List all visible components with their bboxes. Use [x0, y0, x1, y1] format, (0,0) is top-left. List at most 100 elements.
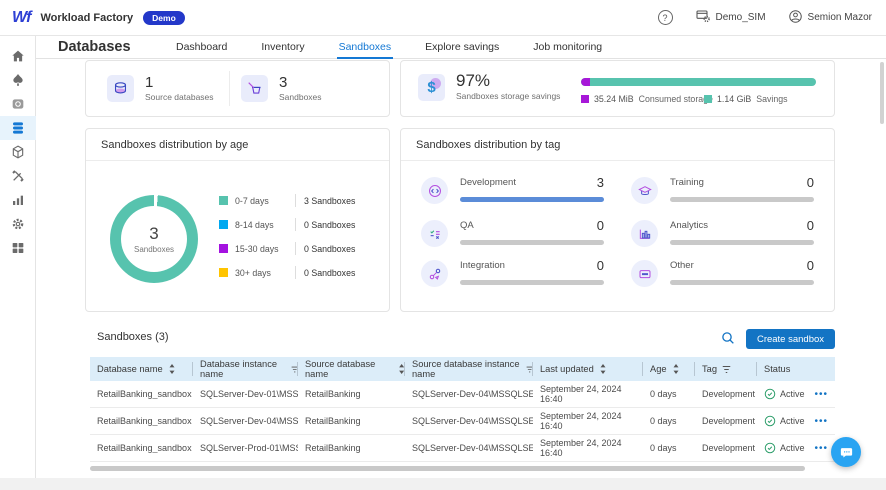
tag-bar-development [460, 197, 604, 202]
ellipsis-card-icon [631, 260, 658, 287]
tag-bar-integration [460, 280, 604, 285]
tab-dashboard[interactable]: Dashboard [176, 40, 228, 53]
col-age[interactable]: Age [643, 357, 695, 381]
swatch-purple [219, 244, 228, 253]
savings-label: Sandboxes storage savings [456, 91, 561, 101]
nav-packages-icon[interactable] [0, 140, 36, 164]
source-databases-count: 1 [145, 74, 154, 91]
nav-metrics-icon[interactable] [0, 188, 36, 212]
row-menu-icon[interactable]: ••• [814, 442, 829, 454]
horizontal-scrollbar[interactable] [90, 466, 805, 471]
graduation-cap-icon [631, 177, 658, 204]
bar-chart-icon [631, 220, 658, 247]
col-database-name[interactable]: Database name [90, 357, 193, 381]
consumed-legend: 35.24 MiB Consumed storage [581, 94, 713, 104]
tab-explore-savings[interactable]: Explore savings [425, 40, 500, 53]
nav-storage-icon[interactable] [0, 68, 36, 92]
table-header: Database name Database instance name Sou… [90, 357, 835, 381]
chat-icon [840, 447, 852, 457]
donut-total-label: Sandboxes [133, 245, 175, 254]
page-header: Databases Dashboard Inventory Sandboxes … [36, 36, 886, 59]
legend-item-30plus: 30+ days 0 Sandboxes [219, 266, 355, 279]
col-database-instance-name[interactable]: Database instance name [193, 357, 298, 381]
age-card-title: Sandboxes distribution by age [86, 129, 389, 161]
row-menu-icon[interactable]: ••• [814, 415, 829, 427]
source-databases-stat: 1 Source databases [107, 75, 214, 102]
wf-logo[interactable]: Wf [12, 8, 31, 26]
demo-badge: Demo [143, 10, 185, 25]
active-check-icon [764, 442, 776, 454]
savings-swatch [704, 95, 712, 103]
source-databases-label: Source databases [145, 92, 214, 102]
age-legend: 0-7 days 3 Sandboxes 8-14 days 0 Sandbox… [219, 194, 355, 279]
col-source-database-instance-name[interactable]: Source database instance name [405, 357, 533, 381]
age-distribution-card: Sandboxes distribution by age 3 Sandboxe… [85, 128, 390, 312]
search-icon[interactable] [720, 330, 738, 348]
tag-distribution-card: Sandboxes distribution by tag Developmen… [400, 128, 835, 312]
table-title: Sandboxes (3) [97, 331, 169, 343]
avatar-icon [788, 9, 803, 27]
user-menu[interactable]: Semion Mazor [788, 9, 872, 27]
workspace-selector[interactable]: Demo_SIM [695, 8, 766, 27]
user-name: Semion Mazor [807, 12, 872, 23]
row-menu-icon[interactable]: ••• [814, 388, 829, 400]
share-nodes-icon [421, 260, 448, 287]
page-title: Databases [58, 39, 131, 55]
active-check-icon [764, 388, 776, 400]
table-row[interactable]: RetailBanking_sandbox SQLServer-Prod-01\… [90, 435, 835, 462]
table-row[interactable]: RetailBanking_sandbox SQLServer-Dev-04\M… [90, 408, 835, 435]
nav-home-icon[interactable] [0, 44, 36, 68]
counts-card: 1 Source databases 3 Sandboxes [85, 60, 390, 117]
storage-savings-bar [581, 78, 816, 86]
sort-icon [600, 364, 606, 374]
help-button[interactable]: ? [657, 10, 673, 25]
nav-databases-icon[interactable] [0, 116, 36, 140]
database-icon [107, 75, 134, 102]
donut-total: 3 [149, 224, 159, 243]
tag-bar-other [670, 280, 814, 285]
legend-item-0-7: 0-7 days 3 Sandboxes [219, 194, 355, 207]
tab-sandboxes[interactable]: Sandboxes [336, 36, 394, 59]
col-last-updated[interactable]: Last updated [533, 357, 643, 381]
sandboxes-count: 3 [279, 74, 288, 91]
nav-settings-icon[interactable] [0, 212, 36, 236]
swatch-blue [219, 220, 228, 229]
col-tag[interactable]: Tag [695, 357, 757, 381]
filter-icon [722, 365, 731, 373]
tab-job-monitoring[interactable]: Job monitoring [533, 40, 603, 53]
col-source-database-name[interactable]: Source database name [298, 357, 405, 381]
divider [229, 71, 230, 106]
sort-icon [673, 364, 679, 374]
nav-instances-icon[interactable] [0, 92, 36, 116]
legend-item-15-30: 15-30 days 0 Sandboxes [219, 242, 355, 255]
tab-inventory[interactable]: Inventory [261, 40, 305, 53]
vertical-scrollbar[interactable] [880, 62, 884, 124]
status-badge: Active [780, 416, 805, 426]
tab-bar: Dashboard Inventory Sandboxes Explore sa… [174, 36, 604, 59]
consumed-swatch [581, 95, 589, 103]
app-title: Workload Factory [40, 11, 134, 24]
chat-widget-button[interactable] [831, 437, 861, 467]
sandboxes-stat: 3 Sandboxes [241, 75, 322, 102]
col-status[interactable]: Status [764, 364, 791, 374]
table-row[interactable]: RetailBanking_sandbox SQLServer-Dev-01\M… [90, 381, 835, 408]
nav-apps-icon[interactable] [0, 236, 36, 260]
workspace-icon [695, 8, 711, 27]
consumed-segment [581, 78, 590, 86]
savings-legend: 1.14 GiB Savings [704, 94, 788, 104]
filter-icon [526, 366, 533, 372]
checklist-icon [421, 220, 448, 247]
savings-card: $ 97% Sandboxes storage savings 35.24 Mi… [400, 60, 835, 117]
active-check-icon [764, 415, 776, 427]
tag-bar-analytics [670, 240, 814, 245]
create-sandbox-button[interactable]: Create sandbox [746, 329, 835, 349]
top-bar: Wf Workload Factory Demo ? Demo_SIM [0, 0, 886, 36]
sandboxes-label: Sandboxes [279, 92, 322, 102]
sort-icon [398, 364, 404, 374]
filter-icon [291, 366, 298, 372]
nav-tools-icon[interactable] [0, 164, 36, 188]
swatch-yellow [219, 268, 228, 277]
dollar-icon: $ [418, 73, 445, 101]
status-badge: Active [780, 389, 805, 399]
